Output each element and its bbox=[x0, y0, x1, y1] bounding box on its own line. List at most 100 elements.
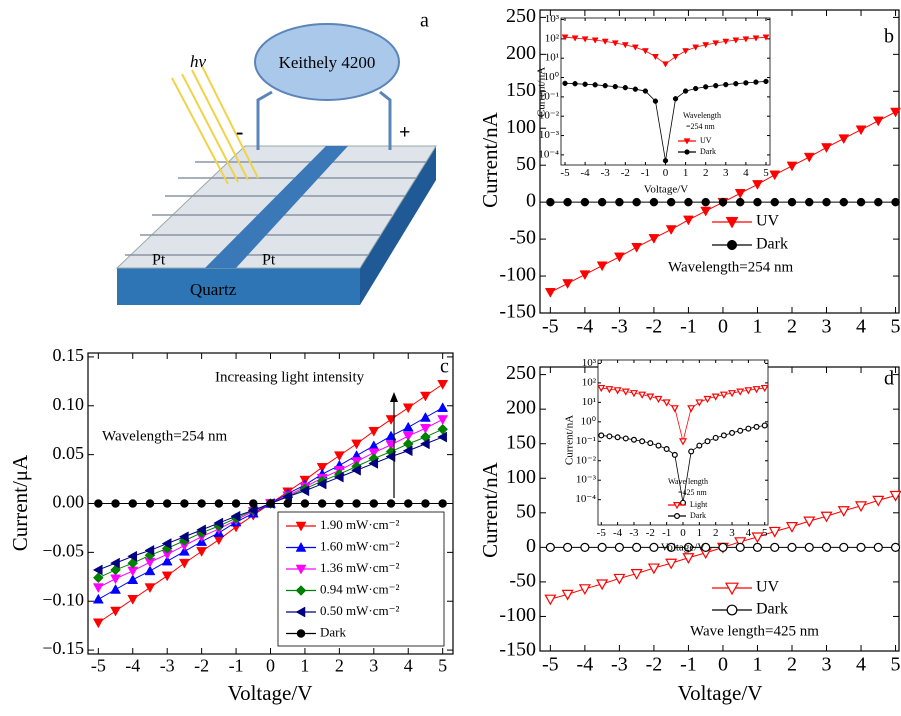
annotation: =254 nm bbox=[686, 122, 716, 131]
y-tick-label: -150 bbox=[499, 301, 536, 323]
instrument-label: Keithely 4200 bbox=[279, 53, 376, 72]
legend-marker bbox=[675, 514, 680, 519]
marker bbox=[656, 443, 661, 448]
marker bbox=[892, 198, 900, 206]
x-tick-label: 2 bbox=[787, 316, 797, 338]
y-tick-label: -50 bbox=[509, 569, 536, 591]
x-tick-label: -3 bbox=[601, 167, 611, 179]
y-tick-label: 0 bbox=[526, 190, 536, 212]
marker bbox=[823, 543, 831, 551]
x-tick-label: 4 bbox=[746, 527, 752, 539]
x-tick-label: 3 bbox=[723, 167, 729, 179]
marker bbox=[723, 82, 728, 87]
x-tick-label: 0 bbox=[663, 167, 669, 179]
x-tick-label: -1 bbox=[680, 654, 697, 676]
marker bbox=[892, 543, 900, 551]
legend-label: Dark bbox=[756, 236, 788, 253]
marker bbox=[421, 500, 429, 508]
y-tick-label: -100 bbox=[499, 264, 536, 286]
marker bbox=[705, 439, 710, 444]
marker bbox=[840, 198, 848, 206]
x-tick-label: 1 bbox=[300, 656, 309, 676]
marker bbox=[746, 426, 751, 431]
x-tick-label: 2 bbox=[335, 656, 344, 676]
y-axis-label: Current/nA bbox=[478, 111, 502, 207]
marker bbox=[771, 198, 779, 206]
legend-label: Dark bbox=[320, 624, 346, 639]
x-tick-label: 2 bbox=[787, 654, 797, 676]
marker bbox=[663, 158, 668, 163]
x-tick-label: 4 bbox=[856, 316, 866, 338]
marker bbox=[232, 500, 240, 508]
y-tick-label: 10⁻¹ bbox=[576, 435, 596, 447]
marker bbox=[805, 543, 813, 551]
marker bbox=[633, 87, 638, 92]
marker bbox=[615, 198, 623, 206]
x-tick-label: -4 bbox=[577, 316, 594, 338]
marker bbox=[754, 80, 759, 85]
annotation: Wave length=425 nm bbox=[690, 623, 819, 639]
marker bbox=[805, 198, 813, 206]
marker bbox=[404, 500, 412, 508]
x-tick-label: 5 bbox=[762, 527, 768, 539]
x-tick-label: 4 bbox=[404, 656, 413, 676]
panel-label: c bbox=[440, 356, 449, 378]
x-tick-label: -5 bbox=[542, 316, 559, 338]
marker bbox=[648, 441, 653, 446]
marker bbox=[613, 84, 618, 89]
chart: −0.15−0.10−0.050.000.050.100.15-5-4-3-2-… bbox=[8, 345, 453, 705]
x-tick-label: 5 bbox=[438, 656, 447, 676]
marker bbox=[823, 198, 831, 206]
marker bbox=[593, 82, 598, 87]
light-label: hν bbox=[190, 52, 207, 71]
x-tick-label: -2 bbox=[646, 527, 655, 539]
marker bbox=[762, 423, 767, 428]
y-tick-label: −0.15 bbox=[42, 638, 84, 658]
y-axis-label: Current/μA bbox=[8, 454, 32, 551]
marker bbox=[693, 86, 698, 91]
x-axis-label: Voltage/V bbox=[678, 681, 763, 705]
legend-marker bbox=[727, 240, 737, 250]
x-tick-label: -2 bbox=[194, 656, 209, 676]
legend-label: UV bbox=[756, 213, 780, 230]
marker bbox=[284, 500, 292, 508]
marker bbox=[684, 198, 692, 206]
y-tick-label: -150 bbox=[499, 639, 536, 661]
marker bbox=[721, 433, 726, 438]
marker bbox=[788, 543, 796, 551]
y-tick-label: 10³ bbox=[545, 13, 560, 25]
x-tick-label: 5 bbox=[891, 654, 901, 676]
marker bbox=[667, 198, 675, 206]
schematic: Keithely 4200 hν a - + Pt Pt Quartz bbox=[117, 10, 436, 305]
x-tick-label: -3 bbox=[629, 527, 639, 539]
x-tick-label: -4 bbox=[581, 167, 591, 179]
marker bbox=[215, 500, 223, 508]
y-tick-label: 10⁻² bbox=[576, 454, 597, 466]
panel-label: d bbox=[884, 368, 894, 390]
marker bbox=[719, 543, 727, 551]
marker bbox=[874, 198, 882, 206]
legend-label: 0.94 mW·cm⁻² bbox=[320, 581, 399, 596]
x-tick-label: 5 bbox=[763, 167, 769, 179]
marker bbox=[650, 543, 658, 551]
y-tick-label: 150 bbox=[506, 79, 536, 101]
marker bbox=[623, 436, 628, 441]
legend-label: UV bbox=[700, 136, 712, 145]
marker bbox=[643, 89, 648, 94]
x-tick-label: 1 bbox=[752, 316, 762, 338]
x-tick-label: 2 bbox=[703, 167, 709, 179]
y-tick-label: 10⁻³ bbox=[576, 474, 597, 486]
marker bbox=[683, 89, 688, 94]
marker bbox=[736, 543, 744, 551]
marker bbox=[564, 543, 572, 551]
marker bbox=[607, 434, 612, 439]
x-tick-label: -1 bbox=[229, 656, 244, 676]
y-tick-label: 10¹ bbox=[582, 396, 596, 408]
y-tick-label: 10² bbox=[582, 376, 597, 388]
y-tick-label: -50 bbox=[509, 227, 536, 249]
marker bbox=[713, 435, 718, 440]
substrate-label: Quartz bbox=[190, 280, 237, 299]
marker bbox=[112, 500, 120, 508]
marker bbox=[681, 500, 686, 505]
marker bbox=[598, 198, 606, 206]
